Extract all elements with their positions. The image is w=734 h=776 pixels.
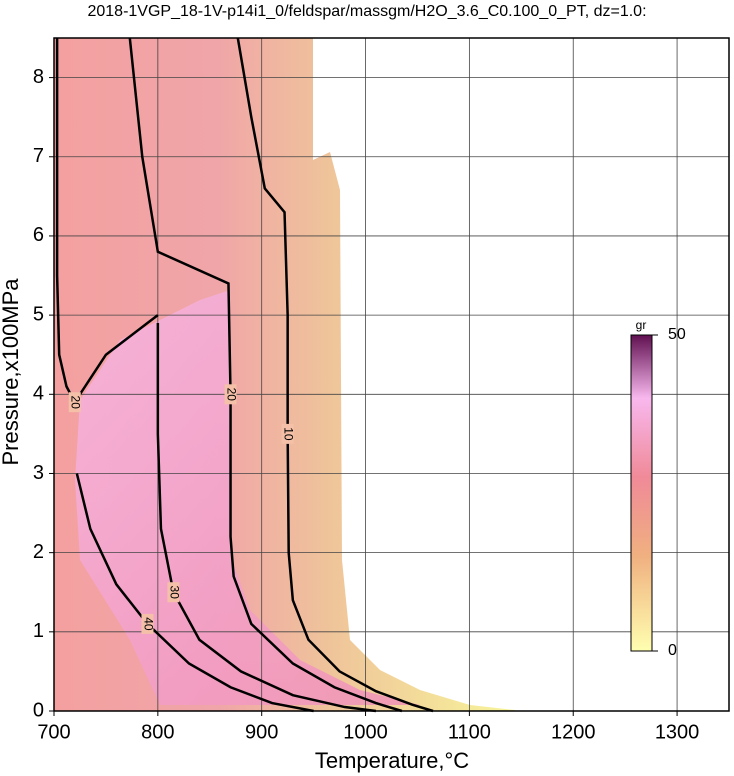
contour-label-bg	[167, 582, 180, 603]
y-tick-label: 6	[33, 224, 44, 246]
colorbar-tick-label: 50	[668, 326, 686, 343]
chart-title: 2018-1VGP_18-1V-p14i1_0/feldspar/massgm/…	[87, 3, 646, 20]
y-tick-label: 3	[33, 462, 44, 484]
contour-label: 30	[167, 586, 181, 600]
y-tick-label: 1	[33, 620, 44, 642]
contour-line	[128, 37, 403, 713]
contour-label-bg	[281, 423, 294, 444]
colorbar-label: gr	[636, 318, 647, 332]
contour-line	[75, 473, 314, 713]
plot-frame	[53, 37, 730, 712]
x-tick-label: 1200	[551, 721, 596, 743]
colorbar-ticks: 0 50	[652, 326, 686, 659]
contour-label: 20	[69, 396, 83, 410]
x-tick-label: 900	[245, 721, 278, 743]
pink-region	[75, 290, 420, 705]
x-tick-label: 800	[141, 721, 174, 743]
contour-label: 20	[224, 388, 238, 402]
grid	[53, 38, 729, 712]
y-tick-label: 4	[33, 383, 44, 405]
contour-label-bg	[224, 384, 237, 405]
contour-label-bg	[68, 392, 81, 413]
contour-line	[156, 323, 377, 713]
x-tick-label: 1100	[448, 721, 491, 743]
x-tick-label: 1000	[343, 721, 388, 743]
contours: 10 20 20 30 40	[55, 37, 434, 713]
x-axis-label: Temperature,°C	[315, 748, 469, 773]
colorbar-tick-label: 0	[668, 642, 677, 659]
contour-label: 40	[141, 617, 155, 631]
y-tick-label: 2	[33, 541, 44, 563]
x-tick-label: 700	[37, 721, 70, 743]
y-tick-label: 7	[33, 145, 44, 167]
y-tick-label: 0	[33, 699, 44, 721]
y-tick-label: 8	[33, 66, 44, 88]
contour-line	[236, 37, 434, 713]
contour-label: 10	[281, 427, 295, 441]
y-tick-label: 5	[33, 303, 44, 325]
contour-label-bg	[141, 613, 154, 634]
x-tick-label: 1300	[655, 721, 700, 743]
colorbar	[630, 334, 653, 652]
y-axis-label: Pressure,x100MPa	[0, 278, 23, 466]
